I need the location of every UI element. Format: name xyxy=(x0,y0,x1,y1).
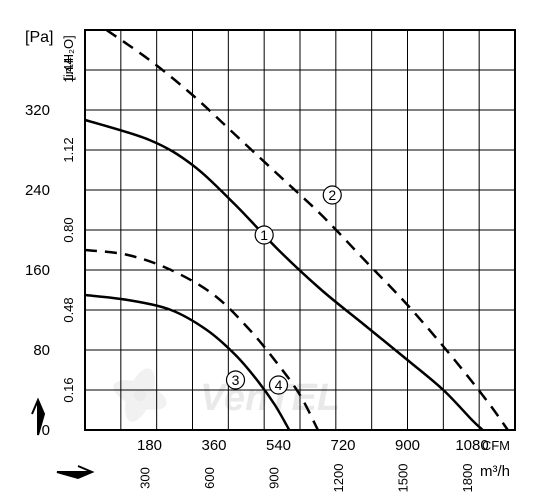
y-tick-pa: 320 xyxy=(25,102,50,119)
y-tick-pa: 80 xyxy=(33,342,50,359)
x-tick-cfm: 900 xyxy=(395,437,420,454)
x-tick-m3h: 900 xyxy=(267,467,282,489)
x-axis-label-cfm: CFM xyxy=(482,438,510,453)
x-tick-m3h: 1500 xyxy=(396,464,411,493)
curve-label-1: 1 xyxy=(260,227,268,243)
curve-label-2: 2 xyxy=(328,187,336,203)
curve-label-4: 4 xyxy=(275,377,283,393)
x-tick-m3h: 300 xyxy=(138,467,153,489)
y-tick-pa: 160 xyxy=(25,262,50,279)
y-tick-inh2o: 0.48 xyxy=(61,297,76,322)
x-axis-arrow xyxy=(57,466,92,478)
x-tick-cfm: 720 xyxy=(330,437,355,454)
y-tick-inh2o: 0.16 xyxy=(61,377,76,402)
y-axis-label-pa: [Pa] xyxy=(25,29,53,46)
chart-svg: VenTEL1234[Pa]080160240320[in.H₂O]0.160.… xyxy=(0,0,535,503)
y-tick-inh2o: 1.44 xyxy=(61,57,76,82)
curve-label-3: 3 xyxy=(232,372,240,388)
x-tick-cfm: 540 xyxy=(266,437,291,454)
x-axis-label-m3h: m³/h xyxy=(480,463,510,480)
x-tick-m3h: 1800 xyxy=(460,464,475,493)
y-tick-pa: 240 xyxy=(25,182,50,199)
x-tick-cfm: 360 xyxy=(201,437,226,454)
fan-performance-chart: VenTEL1234[Pa]080160240320[in.H₂O]0.160.… xyxy=(0,0,535,503)
x-tick-m3h: 1200 xyxy=(331,464,346,493)
y-tick-pa: 0 xyxy=(42,422,50,439)
x-tick-m3h: 600 xyxy=(202,467,217,489)
y-tick-inh2o: 1.12 xyxy=(61,137,76,162)
y-tick-inh2o: 0.80 xyxy=(61,217,76,242)
x-tick-cfm: 180 xyxy=(137,437,162,454)
